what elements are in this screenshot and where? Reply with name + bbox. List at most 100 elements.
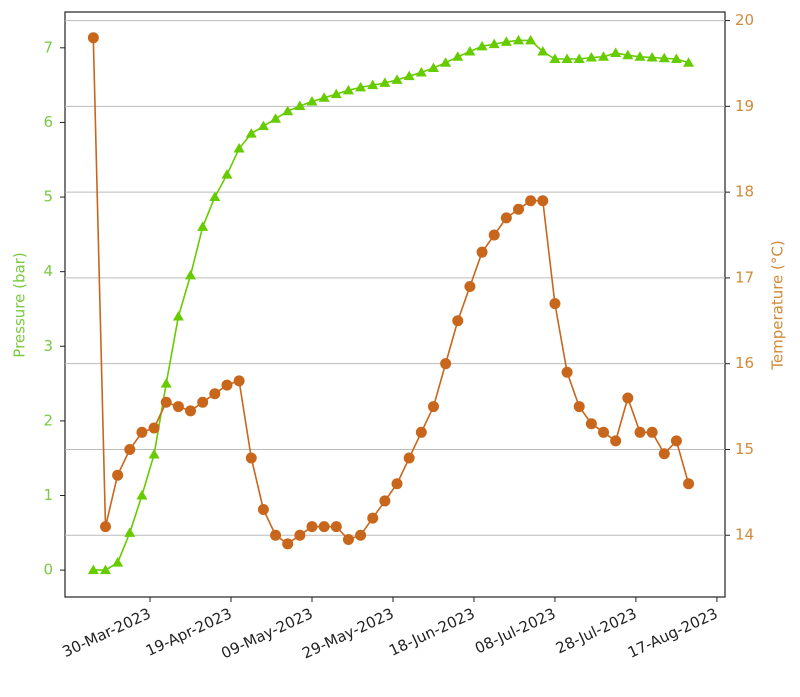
- marker: [512, 203, 524, 215]
- marker: [622, 392, 634, 404]
- marker: [427, 62, 439, 72]
- marker: [683, 57, 695, 67]
- marker: [549, 298, 561, 310]
- marker: [99, 564, 111, 575]
- marker: [415, 426, 427, 438]
- marker: [610, 47, 622, 58]
- marker: [294, 100, 306, 111]
- marker: [670, 53, 682, 64]
- marker: [403, 452, 415, 464]
- marker: [160, 378, 172, 388]
- marker: [537, 195, 549, 207]
- marker: [197, 396, 209, 408]
- marker: [573, 53, 585, 64]
- x-tick-label: 09-May-2023: [218, 604, 315, 662]
- marker: [172, 401, 184, 413]
- marker: [658, 448, 670, 460]
- y2-tick-label: 14: [735, 526, 754, 544]
- marker: [221, 169, 233, 179]
- marker: [379, 495, 391, 507]
- y2-tick-label: 18: [735, 183, 754, 201]
- marker: [488, 38, 500, 49]
- marker: [355, 529, 367, 541]
- marker: [87, 564, 99, 575]
- marker: [367, 512, 379, 524]
- marker: [525, 34, 537, 45]
- marker: [488, 229, 500, 241]
- marker: [257, 120, 269, 131]
- marker: [185, 269, 197, 280]
- marker: [585, 52, 597, 62]
- marker: [464, 46, 476, 56]
- x-tick-label: 30-Mar-2023: [60, 604, 154, 661]
- marker: [464, 280, 476, 292]
- y2-tick-label: 20: [735, 11, 754, 29]
- marker: [257, 504, 269, 516]
- marker: [270, 113, 282, 123]
- marker: [452, 51, 464, 61]
- marker: [245, 452, 257, 464]
- y-tick-label: 3: [43, 337, 53, 355]
- marker: [330, 88, 342, 99]
- marker: [330, 521, 342, 533]
- y-tick-label: 7: [43, 38, 53, 56]
- marker: [549, 53, 561, 64]
- y2-tick-label: 17: [735, 268, 754, 286]
- marker: [112, 557, 124, 567]
- y2-tick-label: 15: [735, 440, 754, 458]
- marker: [282, 105, 294, 116]
- y-tick-label: 5: [43, 188, 53, 206]
- marker: [282, 538, 294, 550]
- x-tick-label: 17-Aug-2023: [625, 604, 721, 661]
- marker: [403, 70, 415, 81]
- marker: [476, 40, 488, 51]
- marker: [500, 36, 512, 46]
- marker: [99, 521, 111, 533]
- marker: [440, 358, 452, 370]
- marker: [233, 143, 245, 153]
- marker: [87, 32, 99, 44]
- marker: [415, 66, 427, 77]
- marker: [598, 51, 610, 61]
- marker: [124, 443, 136, 455]
- x-tick-label: 18-Jun-2023: [386, 604, 477, 659]
- marker: [634, 51, 646, 61]
- marker: [270, 529, 282, 541]
- y-tick-label: 4: [43, 262, 53, 280]
- marker: [124, 527, 136, 537]
- marker: [391, 74, 403, 84]
- marker: [355, 81, 367, 92]
- marker: [148, 422, 160, 434]
- marker: [209, 388, 221, 400]
- marker: [318, 92, 330, 102]
- marker: [160, 396, 172, 408]
- marker: [646, 52, 658, 62]
- marker: [391, 478, 403, 490]
- marker: [136, 490, 148, 500]
- marker: [683, 478, 695, 490]
- marker: [525, 195, 537, 207]
- marker: [245, 128, 257, 138]
- marker: [658, 52, 670, 63]
- marker: [598, 426, 610, 438]
- y-tick-label: 0: [43, 561, 53, 579]
- marker: [342, 534, 354, 546]
- marker: [512, 34, 524, 45]
- series-line: [93, 39, 689, 571]
- marker: [379, 77, 391, 87]
- y2-tick-label: 16: [735, 354, 754, 372]
- marker: [585, 418, 597, 430]
- marker: [610, 435, 622, 447]
- marker: [670, 435, 682, 447]
- y-tick-label: 6: [43, 113, 53, 131]
- marker: [622, 49, 634, 60]
- y-tick-label: 2: [43, 411, 53, 429]
- x-tick-label: 08-Jul-2023: [472, 604, 558, 657]
- marker: [573, 401, 585, 413]
- marker: [306, 521, 318, 533]
- marker: [306, 96, 318, 106]
- marker: [294, 529, 306, 541]
- marker: [172, 310, 184, 321]
- marker: [148, 448, 160, 459]
- marker: [561, 366, 573, 378]
